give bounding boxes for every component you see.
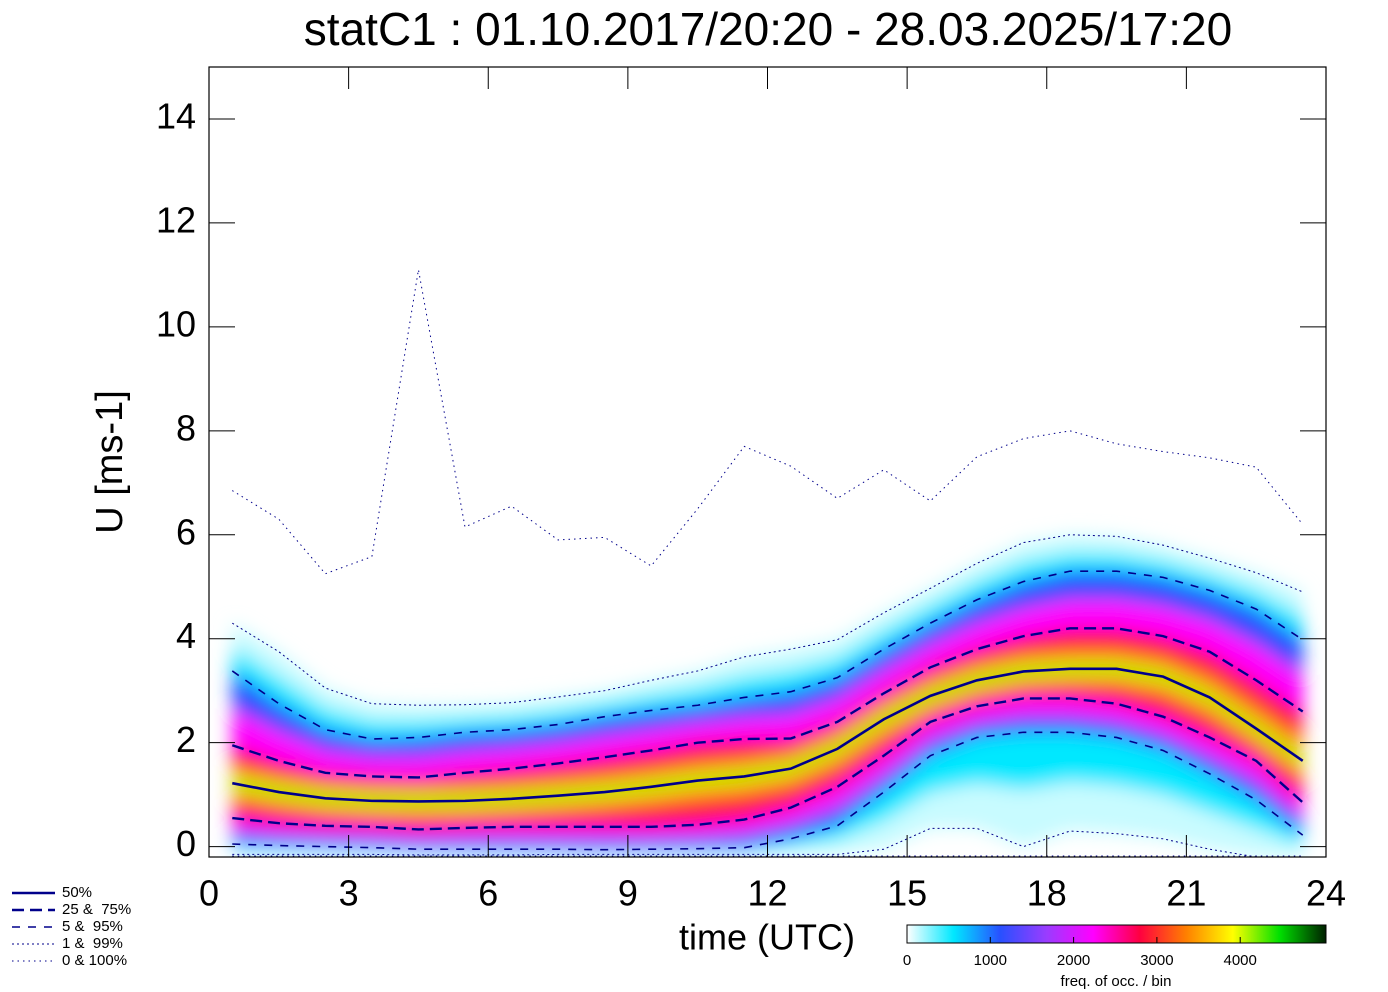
- y-tick-label: 6: [176, 511, 196, 552]
- x-tick-label: 3: [339, 873, 359, 914]
- percentile-line: [232, 269, 1304, 575]
- chart-title: statC1 : 01.10.2017/20:20 - 28.03.2025/1…: [304, 3, 1232, 55]
- y-tick-label: 0: [176, 823, 196, 864]
- percentile-line: [232, 534, 1303, 706]
- colorbar-tick-label: 2000: [1057, 952, 1090, 969]
- percentile-line: [232, 667, 1304, 803]
- legend: 50%25 & 75%5 & 95%1 & 99%0 & 100%: [12, 884, 131, 969]
- y-tick-label: 4: [176, 615, 196, 656]
- colorbar-tick-label: 3000: [1140, 952, 1173, 969]
- colorbar-tick-label: 4000: [1224, 952, 1257, 969]
- y-tick-label: 12: [156, 199, 196, 240]
- x-tick-label: 24: [1306, 873, 1346, 914]
- legend-label: 0 & 100%: [62, 952, 127, 969]
- density-field: [232, 534, 1303, 857]
- x-tick-label: 15: [887, 873, 927, 914]
- x-tick-label: 9: [618, 873, 638, 914]
- y-tick-label: 14: [156, 95, 196, 136]
- colorbar-tick-label: 0: [903, 952, 911, 969]
- percentile-line: [232, 697, 1304, 831]
- colorbar-gradient: [906, 924, 1327, 944]
- y-tick-label: 8: [176, 407, 196, 448]
- x-axis-label: time (UTC): [679, 917, 855, 958]
- legend-label: 50%: [62, 884, 92, 901]
- x-tick-label: 6: [478, 873, 498, 914]
- x-tick-label: 12: [747, 873, 787, 914]
- x-tick-label: 0: [199, 873, 219, 914]
- percentile-line: [231, 627, 1304, 779]
- x-tick-label: 21: [1166, 873, 1206, 914]
- x-tick-label: 18: [1027, 873, 1067, 914]
- y-tick-label: 10: [156, 303, 196, 344]
- colorbar: freq. of occ. / bin 0 1000 2000 3000 4000: [903, 924, 1327, 990]
- legend-label: 25 & 75%: [62, 901, 131, 918]
- percentile-line: [231, 570, 1304, 740]
- colorbar-label: freq. of occ. / bin: [1061, 973, 1172, 990]
- colorbar-tick-label: 1000: [974, 952, 1007, 969]
- legend-label: 1 & 99%: [62, 935, 123, 952]
- y-tick-label: 2: [176, 719, 196, 760]
- y-axis-label: U [ms-1]: [89, 390, 131, 534]
- legend-label: 5 & 95%: [62, 918, 123, 935]
